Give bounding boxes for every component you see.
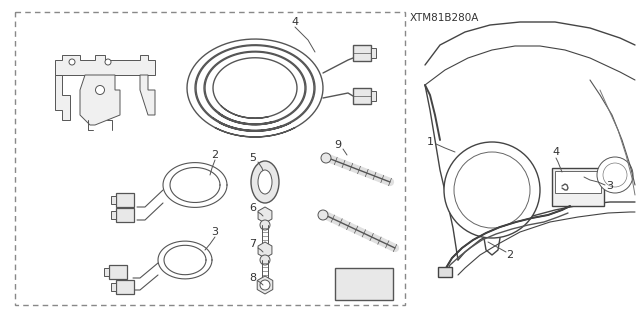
Text: 7: 7 — [250, 239, 257, 249]
Circle shape — [260, 280, 270, 290]
Ellipse shape — [251, 161, 279, 203]
Bar — [116, 193, 134, 207]
Polygon shape — [258, 207, 272, 223]
Circle shape — [321, 153, 331, 163]
Circle shape — [69, 59, 75, 65]
Bar — [555, 171, 601, 193]
Text: 8: 8 — [250, 273, 257, 283]
Text: 2: 2 — [211, 150, 219, 160]
Text: XTM81B280A: XTM81B280A — [410, 12, 479, 23]
Text: 9: 9 — [335, 140, 342, 150]
Bar — [552, 168, 604, 206]
Bar — [111, 196, 116, 204]
Bar — [116, 280, 134, 294]
Circle shape — [597, 157, 633, 193]
Bar — [15, 12, 405, 305]
Text: 3: 3 — [211, 227, 218, 237]
Bar — [335, 268, 393, 300]
Bar — [371, 48, 376, 58]
Bar — [109, 265, 127, 279]
Circle shape — [444, 142, 540, 238]
Bar — [353, 45, 371, 61]
Polygon shape — [258, 242, 272, 258]
Circle shape — [318, 210, 328, 220]
Text: 6: 6 — [250, 203, 257, 213]
Bar — [438, 267, 452, 277]
Circle shape — [260, 220, 270, 230]
Text: 4: 4 — [552, 147, 559, 157]
Bar — [116, 208, 134, 222]
Bar — [111, 283, 116, 291]
Ellipse shape — [258, 170, 272, 194]
Bar — [111, 211, 116, 219]
Polygon shape — [55, 75, 70, 120]
Bar — [104, 268, 109, 276]
Polygon shape — [140, 75, 155, 115]
Text: 4: 4 — [291, 17, 299, 27]
Circle shape — [105, 59, 111, 65]
Bar — [371, 91, 376, 101]
Circle shape — [95, 85, 104, 94]
Text: 3: 3 — [607, 181, 614, 191]
Bar — [353, 88, 371, 104]
Circle shape — [454, 152, 530, 228]
Text: 2: 2 — [506, 250, 513, 260]
Circle shape — [603, 163, 627, 187]
Text: 5: 5 — [250, 153, 257, 163]
Polygon shape — [80, 75, 120, 125]
Circle shape — [260, 255, 270, 265]
Polygon shape — [257, 276, 273, 294]
Text: 1: 1 — [426, 137, 433, 147]
Polygon shape — [55, 55, 155, 75]
